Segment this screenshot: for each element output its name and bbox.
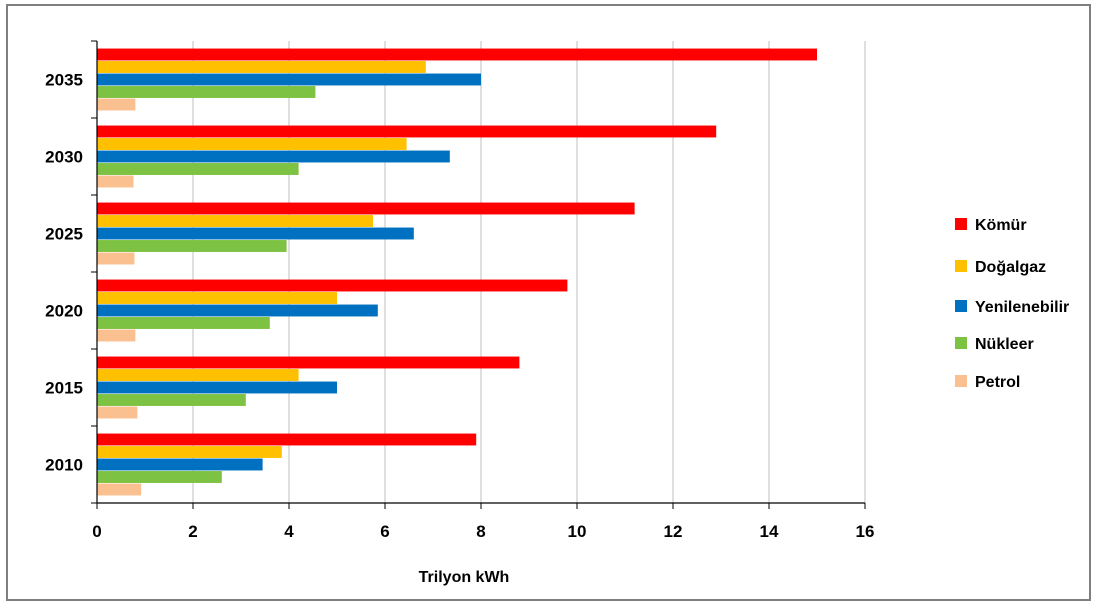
x-tick-labels: 0 2 4 6 8 10 12 14 16	[92, 503, 874, 541]
x-tick-label: 2	[188, 522, 197, 541]
bar	[97, 483, 142, 496]
x-tick-label: 12	[664, 522, 683, 541]
legend-swatch	[955, 260, 967, 272]
legend-label: Yenilenebilir	[975, 299, 1069, 316]
legend-label: Petrol	[975, 374, 1020, 391]
legend: Kömür Doğalgaz Yenilenebilir Nükleer Petrol	[955, 217, 1069, 391]
bar	[97, 175, 134, 188]
bar	[97, 433, 477, 446]
x-tick-label: 4	[284, 522, 294, 541]
bar	[97, 356, 520, 369]
legend-swatch	[955, 337, 967, 349]
grid-lines	[192, 41, 866, 503]
bar	[97, 61, 426, 73]
bar	[97, 73, 481, 86]
bar	[97, 215, 373, 227]
bar	[97, 369, 299, 381]
y-tick-label: 2020	[45, 302, 83, 321]
legend-label: Doğalgaz	[975, 259, 1046, 276]
bar	[97, 86, 316, 98]
bar	[97, 446, 282, 458]
bar-chart: 0 2 4 6 8 10 12 14 16 2010 2015 2020 2025 2030 2035 T…	[45, 40, 1069, 586]
bar	[97, 138, 407, 150]
x-tick-label: 14	[760, 522, 779, 541]
bar	[97, 329, 136, 342]
legend-swatch	[955, 375, 967, 387]
x-tick-label: 6	[380, 522, 389, 541]
legend-label: Nükleer	[975, 336, 1034, 353]
bars	[97, 48, 817, 496]
bar	[97, 163, 299, 175]
bar	[97, 202, 635, 215]
bar	[97, 304, 378, 317]
bar	[97, 227, 414, 240]
y-tick-label: 2035	[45, 71, 83, 90]
y-tick-label: 2010	[45, 456, 83, 475]
legend-swatch	[955, 218, 967, 230]
bar	[97, 98, 136, 111]
chart-frame: 0 2 4 6 8 10 12 14 16 2010 2015 2020 2025 2030 2035 T…	[6, 4, 1091, 601]
bar	[97, 240, 287, 252]
bar	[97, 317, 270, 329]
x-tick-label: 10	[568, 522, 587, 541]
y-tick-label: 2030	[45, 148, 83, 167]
bar	[97, 150, 450, 163]
y-tick-label: 2025	[45, 225, 83, 244]
legend-swatch	[955, 300, 967, 312]
legend-label: Kömür	[975, 217, 1027, 234]
bar	[97, 471, 222, 483]
bar	[97, 381, 337, 394]
bar	[97, 279, 568, 292]
bar	[97, 406, 138, 419]
x-tick-label: 8	[476, 522, 485, 541]
x-tick-label: 0	[92, 522, 101, 541]
bar	[97, 458, 263, 471]
bar	[97, 125, 717, 138]
y-tick-labels: 2010 2015 2020 2025 2030 2035	[45, 71, 83, 475]
bar	[97, 292, 337, 304]
x-tick-label: 16	[856, 522, 875, 541]
x-axis-label: Trilyon kWh	[419, 569, 510, 586]
bar	[97, 252, 135, 265]
bar	[97, 48, 817, 61]
y-tick-label: 2015	[45, 379, 83, 398]
bar	[97, 394, 246, 406]
